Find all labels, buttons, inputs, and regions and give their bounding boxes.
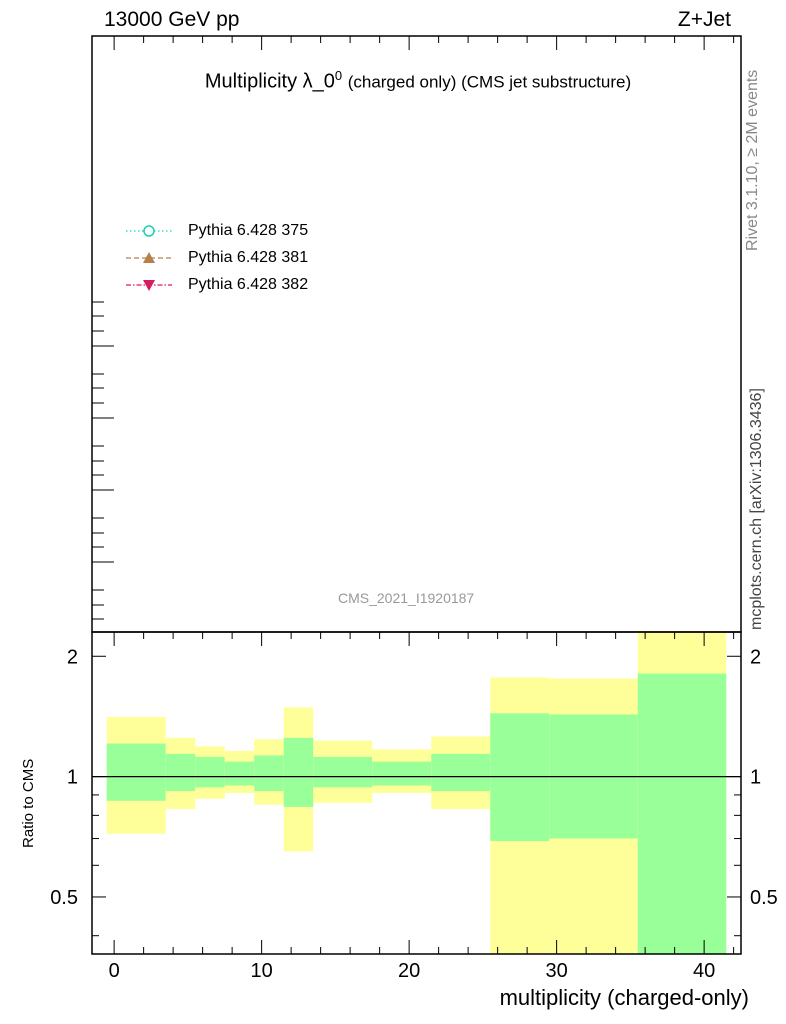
- legend-marker-triangle-up-icon: [126, 251, 172, 263]
- y-tick-label-right: 1: [750, 767, 761, 789]
- legend-label: Pythia 6.428 382: [188, 275, 309, 293]
- legend-label: Pythia 6.428 381: [188, 248, 309, 266]
- stat-uncertainty-band: [254, 755, 284, 792]
- stat-uncertainty-band: [372, 761, 432, 786]
- y-tick-label-right: 0.5: [750, 887, 778, 909]
- legend-item: Pythia 6.428 382: [124, 271, 308, 298]
- legend-item: Pythia 6.428 375: [124, 217, 308, 244]
- stat-uncertainty-band: [165, 753, 196, 792]
- header-energy-label: 13000 GeV pp: [104, 8, 240, 31]
- plot-title: Multiplicity λ_00 (charged only) (CMS je…: [0, 68, 786, 94]
- axis-tick-labels: 0 10 20 30 40 0.5 0.5 1 1 2 2: [50, 646, 778, 982]
- y-tick-label-right: 2: [750, 646, 761, 668]
- stat-uncertainty-band: [195, 756, 225, 788]
- stat-uncertainty-band: [283, 737, 314, 807]
- uncertainty-bands: [106, 632, 727, 954]
- x-tick-label: 20: [398, 960, 420, 982]
- x-tick-label: 0: [109, 960, 120, 982]
- y-tick-label-left: 2: [67, 646, 78, 668]
- legend-marker-open-circle-icon: [126, 224, 172, 237]
- x-tick-label: 10: [251, 960, 273, 982]
- y-axis-label: Ratio to CMS: [20, 758, 37, 848]
- main-panel-y-ticks: [92, 301, 114, 620]
- legend-label: Pythia 6.428 375: [188, 221, 309, 239]
- plot-title-superscript: 0: [334, 68, 343, 83]
- analysis-watermark: CMS_2021_I1920187: [338, 590, 475, 606]
- stat-uncertainty-band: [637, 673, 727, 954]
- axis-ticks: [92, 36, 741, 954]
- x-tick-label: 30: [546, 960, 568, 982]
- legend-item: Pythia 6.428 381: [124, 244, 308, 271]
- plot-title-sub: (charged only) (CMS jet substructure): [347, 72, 632, 92]
- rivet-version-label: Rivet 3.1.10, ≥ 2M events: [744, 69, 761, 251]
- legend: Pythia 6.428 375 Pythia 6.428 381 Pythia…: [124, 217, 308, 298]
- stat-uncertainty-band: [431, 753, 491, 792]
- legend-marker-triangle-down-icon: [126, 279, 172, 291]
- stat-uncertainty-band: [106, 743, 166, 801]
- y-tick-label-left: 0.5: [50, 887, 78, 909]
- stat-uncertainty-band: [313, 756, 373, 788]
- x-tick-label: 40: [693, 960, 715, 982]
- header-process-label: Z+Jet: [677, 8, 731, 31]
- y-tick-label-left: 1: [67, 767, 78, 789]
- x-axis-label: multiplicity (charged-only): [499, 985, 749, 1010]
- main-panel-frame: [91, 35, 742, 633]
- plot-title-main: Multiplicity λ_0: [204, 70, 335, 93]
- ratio-panel-frame: [91, 631, 742, 955]
- mcplots-url-label: mcplots.cern.ch [arXiv:1306.3436]: [748, 388, 765, 630]
- stat-uncertainty-band: [224, 761, 255, 786]
